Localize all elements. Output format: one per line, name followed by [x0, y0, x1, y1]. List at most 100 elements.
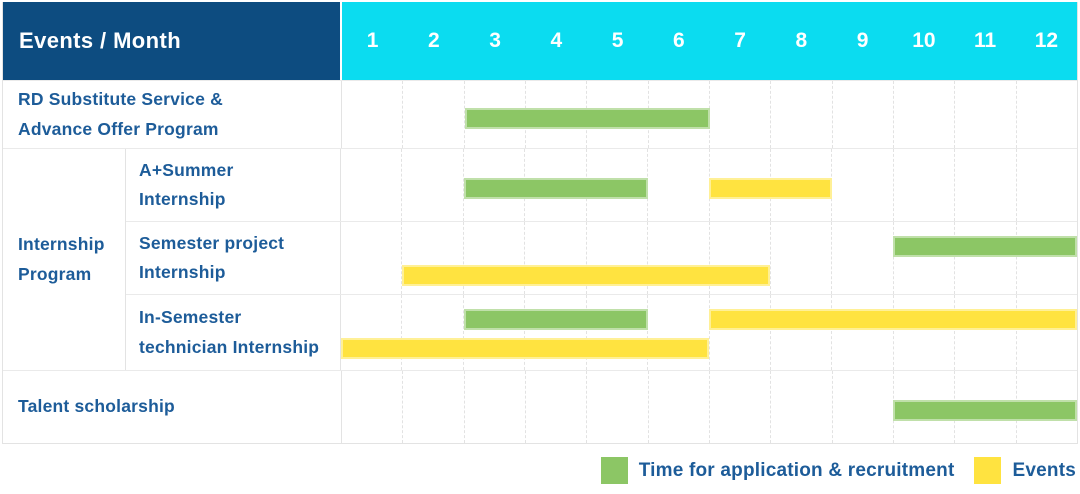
row-label-line: Advance Offer Program: [18, 118, 219, 139]
group-label-line: Internship: [18, 234, 105, 255]
month-label: 10: [912, 29, 936, 52]
internship-program-rows: A+Summer Internship Semester project Int…: [126, 149, 1077, 370]
month-gridline-column: [831, 295, 892, 370]
row-label-a-summer: A+Summer Internship: [126, 149, 341, 221]
month-gridline-column: [585, 295, 647, 370]
month-gridline-column: [463, 371, 525, 443]
row-label-line: In-Semester: [139, 307, 242, 328]
chart-cell-talent-scholarship: [342, 371, 1077, 443]
month-gridline-column: [647, 149, 708, 221]
month-label: 8: [795, 29, 808, 52]
application-bar: [463, 309, 648, 330]
legend-label-events: Events: [1012, 459, 1076, 481]
month-gridline-column: [769, 222, 831, 294]
event-bar: [709, 178, 832, 199]
row-label-line: Internship: [139, 262, 226, 282]
month-gridline-column: [708, 81, 770, 148]
month-gridline-column: [401, 149, 462, 221]
month-gridline-column: [342, 81, 402, 148]
month-gridline-column: [401, 295, 462, 370]
month-gridline-column: [954, 149, 1015, 221]
row-label-line: RD Substitute Service &: [18, 89, 223, 110]
application-bar: [463, 178, 648, 199]
legend-label-application: Time for application & recruitment: [638, 459, 955, 481]
row-in-semester: In-Semester technician Internship: [126, 294, 1077, 370]
month-label: 7: [734, 29, 746, 52]
month-label: 5: [611, 29, 624, 52]
month-header-cells: 1 2 3 4 5 6 7 8 9 10 11 12: [342, 2, 1077, 80]
row-a-summer: A+Summer Internship: [126, 149, 1077, 221]
legend-item-events: Events: [974, 457, 1076, 484]
row-label-semester-project: Semester project Internship: [126, 222, 341, 294]
month-gridline-column: [1015, 149, 1077, 221]
application-bar: [464, 107, 710, 129]
group-label-line: Program: [18, 263, 92, 284]
event-bar: [709, 309, 1077, 330]
month-label: 6: [673, 29, 685, 52]
month-gridline-column: [462, 149, 524, 221]
row-rd-substitute: RD Substitute Service & Advance Offer Pr…: [3, 80, 1077, 148]
event-bar: [402, 265, 771, 286]
row-label-talent-scholarship: Talent scholarship: [3, 371, 342, 443]
month-gridline-column: [524, 222, 585, 294]
month-gridline-column: [463, 81, 525, 148]
month-gridline-column: [647, 371, 709, 443]
month-gridline-column: [647, 222, 708, 294]
chart-cell-semester-project: [341, 222, 1077, 294]
month-label: 2: [428, 29, 440, 52]
month-gridline-column: [708, 371, 770, 443]
month-gridline-column: [892, 81, 954, 148]
events-color-swatch: [974, 457, 1002, 484]
row-label-line: Internship: [139, 189, 226, 209]
row-semester-project: Semester project Internship: [126, 221, 1077, 294]
month-gridline-column: [770, 81, 831, 148]
month-gridline-column: [708, 222, 770, 294]
month-gridline-column: [402, 371, 463, 443]
month-gridline-column: [892, 222, 954, 294]
month-label: 9: [856, 29, 869, 52]
month-gridline-column: [831, 371, 893, 443]
chart-cell-rd-substitute: [342, 81, 1077, 148]
application-bar: [893, 236, 1077, 257]
month-label: 1: [366, 29, 379, 52]
legend-item-application: Time for application & recruitment: [600, 457, 955, 484]
events-month-header: Events / Month: [3, 2, 342, 80]
chart-cell-a-summer: [341, 149, 1077, 221]
month-gridline-column: [831, 81, 893, 148]
group-label-internship-program: Internship Program: [3, 149, 126, 370]
month-gridline-column: [954, 295, 1015, 370]
application-bar: [893, 400, 1077, 421]
month-label: 12: [1034, 29, 1059, 52]
month-gridline-column: [770, 371, 831, 443]
month-gridline-column: [462, 295, 524, 370]
row-label-line: Talent scholarship: [18, 396, 175, 417]
month-gridline-column: [341, 222, 401, 294]
month-label: 4: [550, 29, 563, 52]
month-gridline-column: [1015, 295, 1077, 370]
month-gridline-column: [524, 371, 586, 443]
month-gridline-column: [769, 295, 831, 370]
row-label-in-semester: In-Semester technician Internship: [126, 295, 341, 370]
row-label-line: technician Internship: [139, 336, 320, 357]
month-gridline-column: [831, 222, 892, 294]
month-gridline-column: [892, 149, 954, 221]
row-label-line: Semester project: [139, 232, 285, 253]
table-header-row: Events / Month 1 2 3 4 5 6 7 8 9 10 11 12: [3, 2, 1077, 80]
month-gridline-column: [586, 371, 647, 443]
month-gridline-column: [1015, 81, 1077, 148]
month-gridline-column: [831, 149, 892, 221]
month-gridline-column: [462, 222, 524, 294]
month-label: 11: [974, 29, 997, 52]
month-gridline-column: [647, 295, 708, 370]
month-gridline-column: [954, 222, 1015, 294]
month-gridline-column: [1015, 222, 1077, 294]
event-bar: [341, 338, 709, 359]
month-gridline-column: [708, 295, 770, 370]
month-gridline-column: [524, 295, 585, 370]
row-label-line: A+Summer: [139, 159, 234, 180]
row-label-rd-substitute: RD Substitute Service & Advance Offer Pr…: [3, 81, 342, 148]
month-gridline-column: [402, 81, 463, 148]
legend: Time for application & recruitment Event…: [600, 457, 1076, 484]
application-color-swatch: [600, 457, 628, 484]
